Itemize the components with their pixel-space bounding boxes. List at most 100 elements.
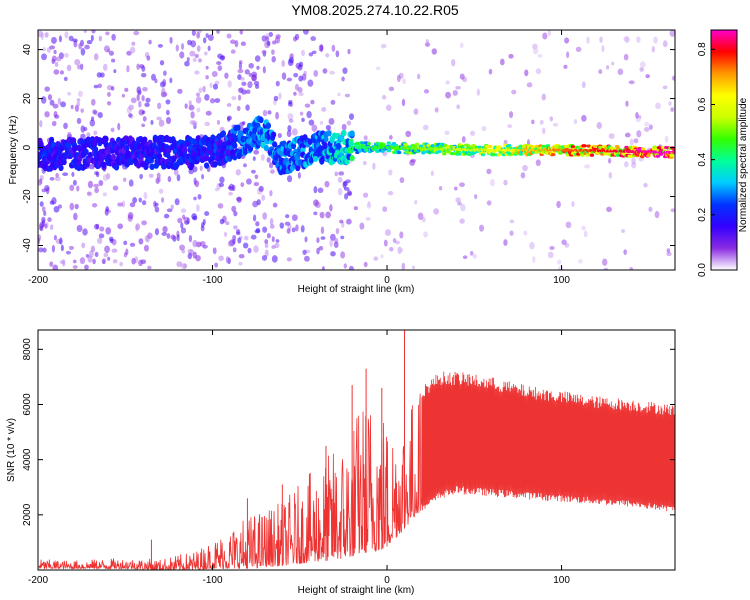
spectrogram-speck	[204, 94, 210, 101]
spectrogram-speck	[264, 242, 269, 249]
spectrogram-speck	[140, 72, 147, 78]
spectrogram-cell	[312, 155, 319, 162]
spectrogram-speck	[57, 97, 61, 105]
spectrogram-speck	[144, 102, 150, 107]
spectrogram-speck	[341, 123, 347, 131]
spectrogram-speck	[189, 120, 196, 125]
spectrogram-speck	[302, 249, 307, 255]
spectrogram-speck	[304, 255, 310, 262]
spectrogram-cell	[124, 144, 130, 152]
spectrogram-speck	[363, 261, 368, 268]
spectrogram-speck	[298, 92, 304, 97]
spectrogram-speck	[628, 80, 635, 85]
spectrogram-speck	[176, 234, 180, 242]
spectrogram-speck	[243, 235, 249, 241]
spectrogram-speck	[238, 261, 243, 266]
spectrogram-speck	[131, 257, 136, 265]
spectrogram-speck	[381, 95, 387, 100]
spectrogram-speck	[209, 98, 216, 104]
spectrogram-speck	[161, 231, 167, 237]
spectrogram-speck	[111, 238, 117, 246]
spectrogram-speck	[128, 179, 134, 187]
spectrogram-speck	[217, 53, 223, 59]
spectrogram-speck	[571, 201, 575, 207]
spectrogram-speck	[648, 206, 653, 212]
spectrogram-speck	[196, 31, 201, 39]
spectrogram-cell	[328, 146, 334, 154]
spectrogram-cell	[290, 142, 297, 150]
spectrogram-speck	[409, 159, 415, 166]
spectrogram-speck	[264, 249, 269, 257]
spectrogram-speck	[80, 108, 84, 113]
spectrogram-speck	[343, 186, 350, 191]
spectrogram-speck	[54, 114, 60, 119]
spectrogram-speck	[154, 228, 160, 236]
spectrogram-speck	[459, 73, 465, 80]
spectrogram-speck	[342, 67, 348, 74]
spectrogram-speck	[196, 204, 200, 212]
spectrogram-speck	[598, 69, 603, 75]
spectrogram-speck	[325, 53, 330, 58]
spectrogram-speck	[246, 89, 251, 95]
spectrogram-speck	[103, 252, 109, 258]
spectrogram-speck	[231, 184, 236, 192]
spectrogram-speck	[236, 105, 241, 112]
spectrogram-x-ticks: -200 -100 0 100	[28, 30, 570, 286]
spectrogram-speck	[266, 157, 271, 163]
spectrogram-speck	[596, 121, 602, 130]
spectrogram-speck	[60, 244, 64, 252]
spectrogram-speck	[324, 180, 330, 188]
spectrogram-speck	[84, 44, 90, 50]
spectrogram-speck	[278, 92, 282, 100]
spectrogram-speck	[207, 34, 214, 41]
spectrogram-speck	[212, 247, 217, 255]
spectrogram-speck	[159, 60, 165, 66]
spectrogram-speck	[154, 206, 160, 213]
spectrogram-speck	[293, 36, 298, 42]
spectrogram-cell	[592, 144, 598, 149]
spectrogram-speck	[262, 212, 268, 220]
spectrogram-speck	[76, 224, 83, 233]
spectrogram-speck	[74, 104, 80, 112]
spectrogram-speck	[166, 208, 173, 213]
spectrogram-speck	[247, 81, 253, 89]
spectrogram-speck	[311, 50, 317, 55]
spectrogram-cell	[397, 150, 402, 155]
spectrogram-speck	[74, 203, 79, 210]
spectrogram-cell	[366, 142, 372, 146]
spectrogram-speck	[402, 78, 406, 85]
spectrogram-cell	[349, 130, 355, 137]
spectrogram-cell	[485, 144, 490, 148]
spectrogram-speck	[184, 103, 188, 109]
spectrogram-cell	[296, 150, 302, 158]
snr-frame	[37, 329, 676, 571]
spectrogram-speck	[308, 52, 314, 57]
colorbar-tick-label: 0.4	[697, 152, 708, 166]
spectrogram-speck	[163, 70, 167, 76]
spectrogram-speck	[307, 79, 314, 87]
spectrogram-speck	[271, 245, 276, 249]
spectrogram-speck	[526, 82, 533, 88]
spectrogram-speck	[653, 36, 658, 44]
spectrogram-cell	[585, 153, 590, 157]
spectrogram-speck	[335, 50, 340, 58]
spectrogram-speck	[523, 230, 528, 236]
spectrogram-speck	[271, 56, 276, 63]
spectrogram-speck	[226, 115, 232, 121]
spectrogram-cell	[181, 146, 188, 153]
spectrogram-speck	[227, 80, 232, 88]
spectrogram-speck	[511, 89, 517, 95]
spectrogram-speck	[202, 37, 207, 44]
spectrogram-cell	[582, 144, 587, 148]
spectrogram-speck	[430, 170, 434, 177]
spectrogram-speck	[180, 227, 187, 234]
spectrogram-speck	[539, 119, 544, 125]
spectrogram-speck	[98, 35, 102, 42]
spectrogram-cell	[263, 144, 269, 152]
spectrogram-speck	[313, 186, 318, 194]
spectrogram-speck	[86, 132, 91, 137]
spectrogram-speck	[474, 194, 478, 200]
spectrogram-cell	[669, 153, 674, 157]
spectrogram-speck	[144, 235, 149, 242]
